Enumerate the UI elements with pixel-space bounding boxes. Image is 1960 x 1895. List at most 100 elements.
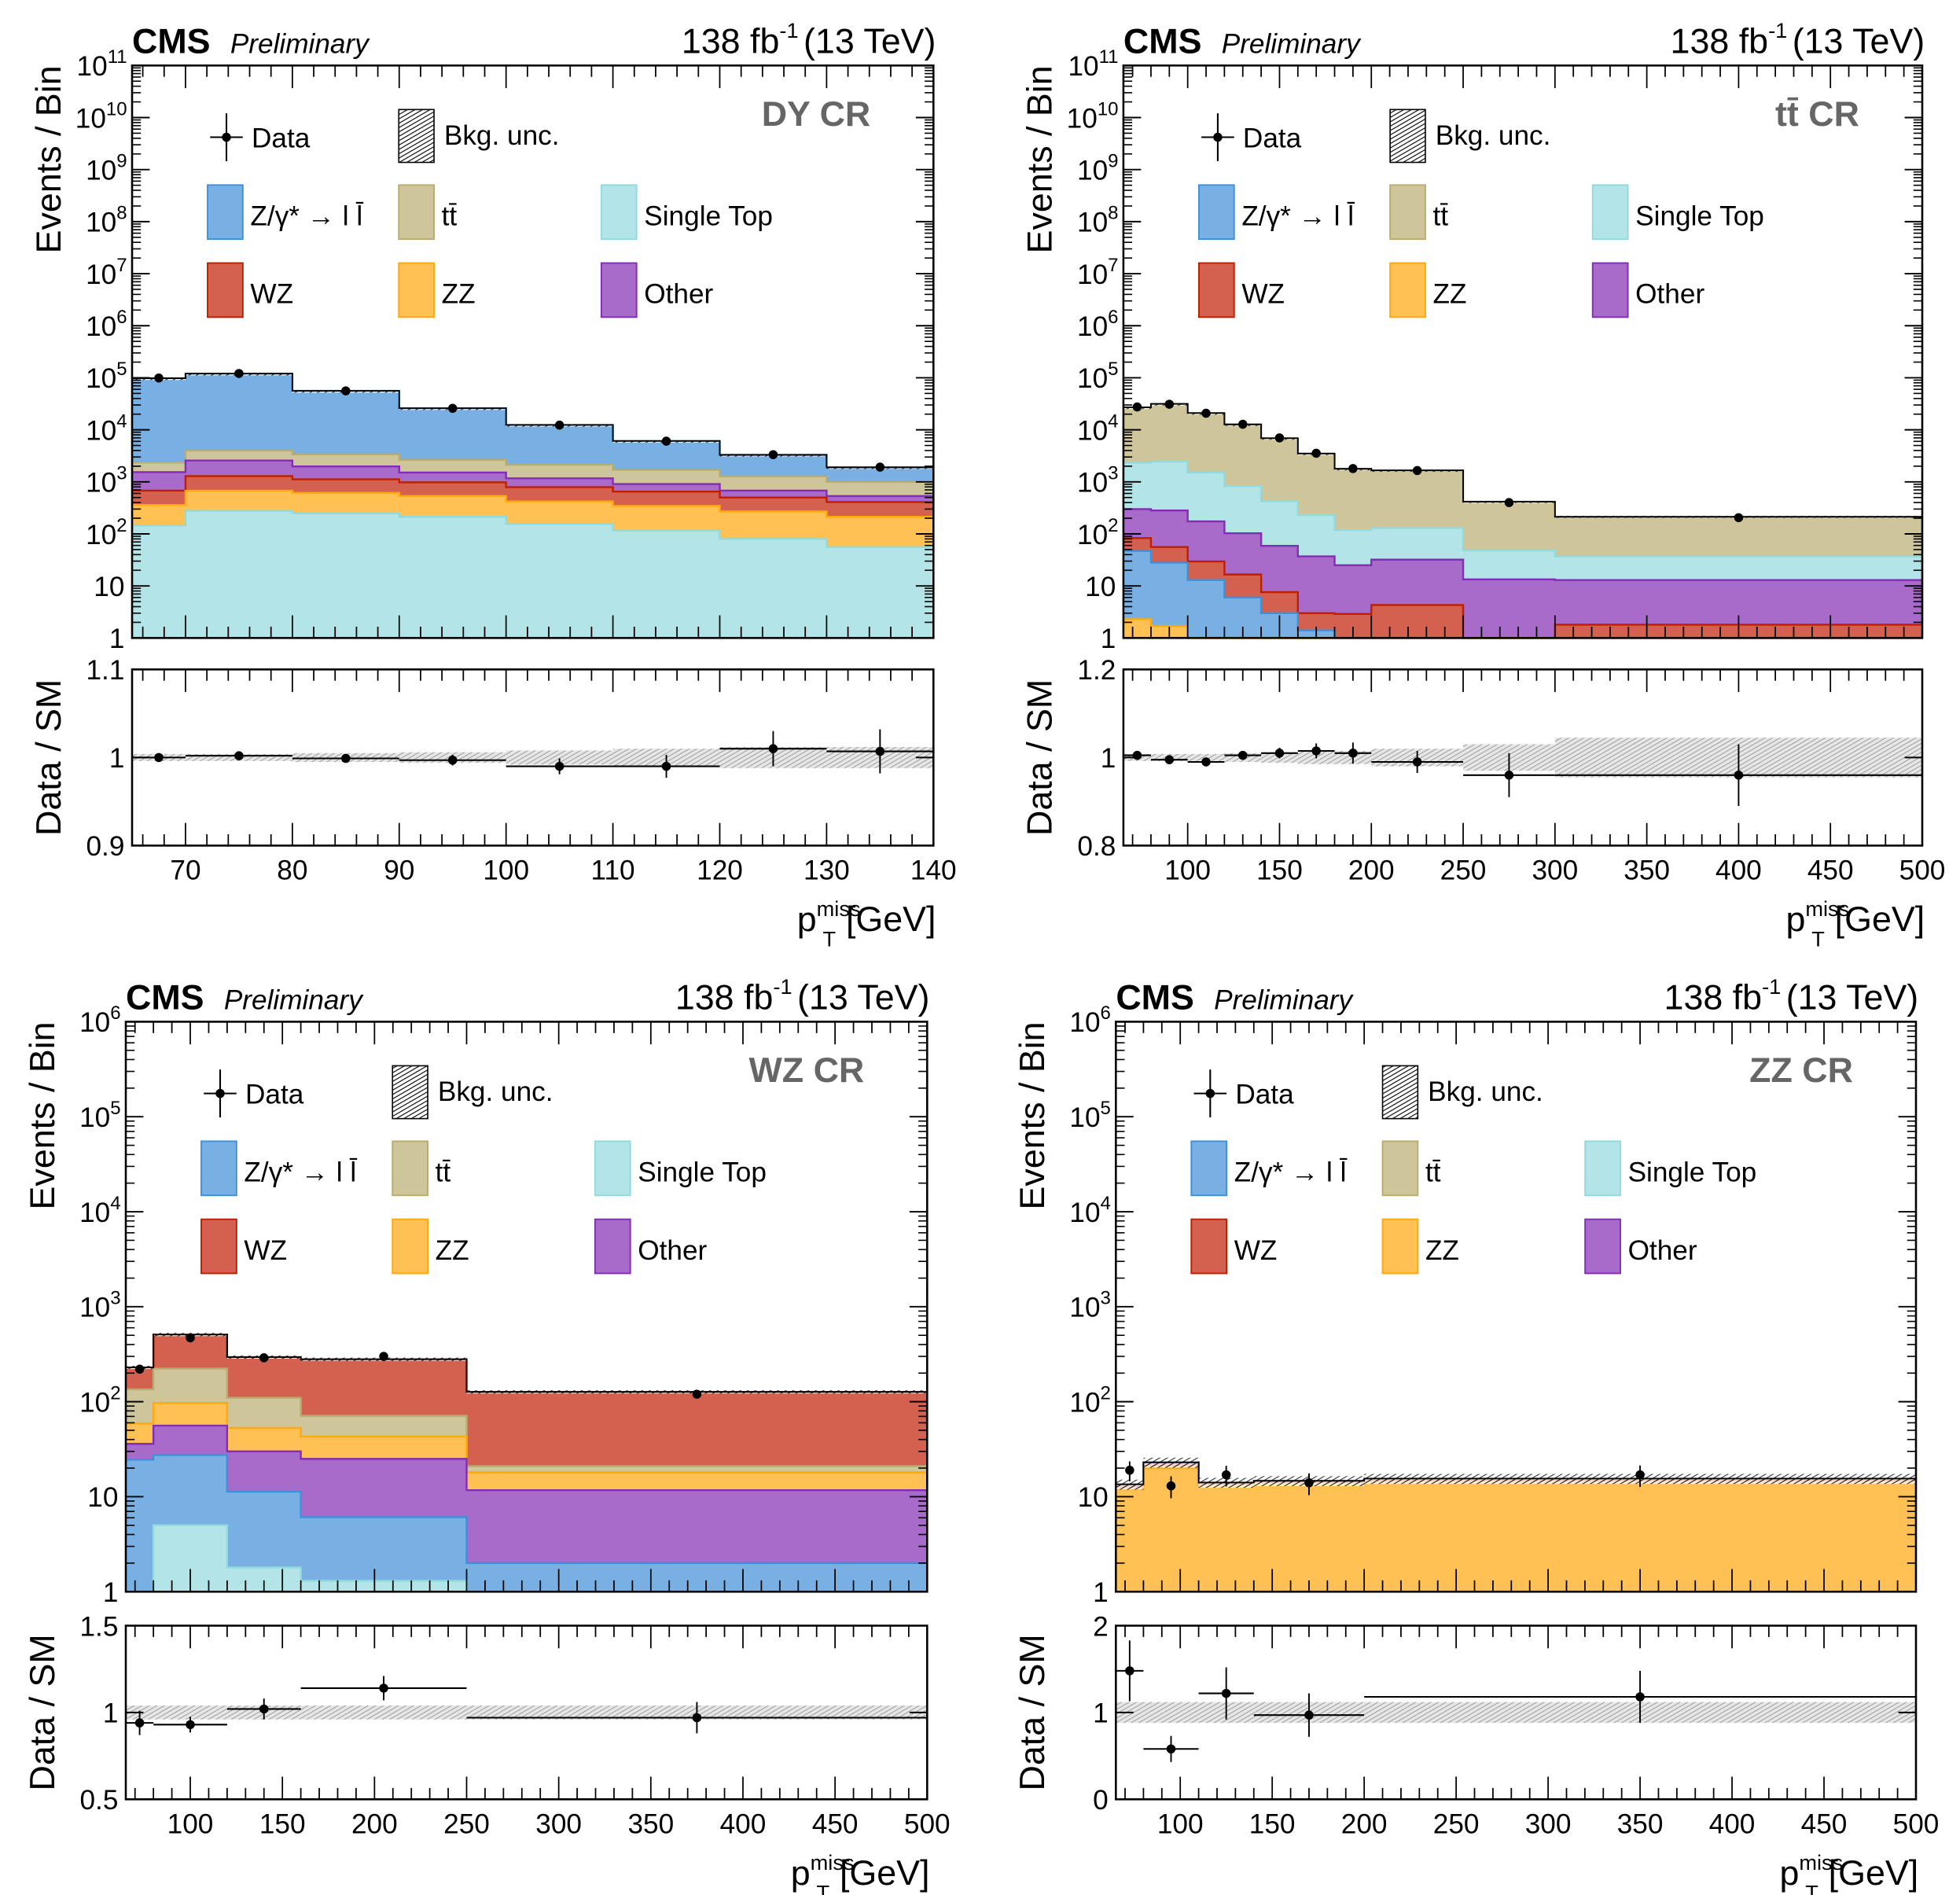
y-axis-title: Events / Bin [29, 65, 68, 253]
y-tick-label: 1011 [77, 46, 127, 82]
x-tick-label: 350 [627, 1809, 674, 1839]
region-label: WZ CR [748, 1051, 864, 1090]
total-bkg-line [1123, 403, 1922, 518]
legend-label-dy: Z/γ* → l l̄ [250, 201, 363, 232]
legend-label-zz: ZZ [1433, 279, 1467, 310]
data-point [1164, 399, 1175, 409]
legend-label-unc: Bkg. unc. [444, 120, 560, 151]
stack-area-st [132, 510, 934, 638]
legend-label-unc: Bkg. unc. [438, 1076, 553, 1107]
data-point [1311, 448, 1321, 458]
legend-label-data: Data [1243, 123, 1302, 153]
legend-swatch-tt [392, 1140, 429, 1197]
data-point [768, 450, 778, 459]
y-tick-label: 102 [79, 1382, 121, 1418]
y-tick-label: 109 [86, 150, 127, 186]
legend-label-zz: ZZ [1425, 1235, 1459, 1266]
y-tick-label: 1 [109, 624, 125, 654]
ratio-y-tick-label: 1 [103, 1698, 119, 1729]
x-title-xlabel_sub: T [823, 926, 837, 951]
lumi-lumi_exp: -1 [779, 18, 798, 42]
ratio-point [875, 746, 885, 756]
ratio-point [1635, 1692, 1645, 1702]
y-tick-label: 104 [1069, 1193, 1111, 1228]
main-plot-frame [1122, 64, 1924, 639]
x-title-xlabel_main: p [1779, 1853, 1799, 1893]
y-tick-label: 108 [86, 203, 127, 238]
legend-swatch-other [594, 1218, 631, 1275]
legend-unc-swatch [1389, 109, 1426, 164]
data-point [1237, 419, 1248, 429]
legend-swatch-wz [207, 262, 244, 318]
y-tick-label: 103 [79, 1288, 121, 1323]
x-tick-label: 100 [1157, 1809, 1204, 1839]
x-tick-label: 200 [1341, 1809, 1388, 1839]
x-tick-label: 300 [1532, 856, 1578, 886]
legend-label-tt: tt̄ [442, 201, 458, 232]
ratio-point [186, 1720, 195, 1730]
y-tick-label: 10 [87, 1482, 118, 1513]
ratio-point [234, 751, 244, 760]
x-tick-label: 450 [1807, 856, 1854, 886]
x-tick-label: 300 [1525, 1809, 1572, 1839]
legend-label-zz: ZZ [442, 279, 476, 310]
y-tick-label: 108 [1077, 203, 1119, 238]
data-point [1348, 464, 1358, 473]
preliminary-label: Preliminary [1214, 984, 1354, 1015]
legend: Data Bkg. unc. Z/γ* → l l̄ tt̄ Single Top WZ Z… [207, 109, 773, 318]
ratio-point [259, 1704, 269, 1714]
legend-swatch-dy [207, 184, 244, 241]
ratio-point [768, 744, 778, 753]
x-tick-label: 500 [1893, 1809, 1940, 1839]
y-tick-label: 1010 [1067, 98, 1119, 134]
ratio-point [1221, 1688, 1231, 1698]
legend-label-other: Other [1628, 1235, 1697, 1266]
x-tick-label: 200 [1348, 856, 1395, 886]
x-title-xlabel_sup: miss [817, 896, 861, 921]
data-point [1221, 1470, 1231, 1480]
lumi-energy: (13 TeV) [1786, 977, 1919, 1017]
x-tick-label: 250 [1440, 856, 1487, 886]
y-tick-label: 103 [1077, 463, 1119, 499]
ratio-y-tick-label: 1.1 [86, 655, 124, 686]
y-tick-label: 106 [79, 1003, 121, 1038]
legend-label-wz: WZ [244, 1235, 287, 1266]
ratio-point [1201, 757, 1211, 767]
x-tick-label: 90 [384, 856, 414, 886]
ratio-point [1348, 749, 1358, 758]
data-point [1734, 513, 1744, 523]
legend-swatch-st [600, 184, 638, 241]
legend-label-st: Single Top [638, 1157, 767, 1188]
y-tick-label: 109 [1077, 150, 1119, 186]
x-title-xlabel_sup: miss [1805, 896, 1849, 921]
data-point [1304, 1478, 1314, 1488]
y-tick-label: 106 [1077, 307, 1119, 342]
x-tick-label: 400 [720, 1809, 767, 1839]
y-tick-label: 104 [86, 410, 127, 446]
x-title-xlabel_main: p [1785, 900, 1805, 939]
x-title-xlabel_sup: miss [1799, 1850, 1843, 1875]
ratio-point [1734, 771, 1744, 780]
ratio-y-tick-label: 2 [1093, 1611, 1109, 1642]
lumi-energy: (13 TeV) [803, 21, 936, 61]
ratio-point [554, 761, 564, 771]
legend-swatch-other [600, 262, 638, 318]
preliminary-label: Preliminary [1222, 28, 1362, 59]
ratio-point [1311, 746, 1321, 756]
ratio-point [134, 1718, 145, 1728]
legend-swatch-wz [1197, 262, 1235, 318]
y-tick-label: 107 [86, 255, 127, 290]
ratio-y-tick-label: 1 [1101, 743, 1116, 774]
data-point [875, 462, 885, 472]
data-point [692, 1389, 702, 1399]
preliminary-label: Preliminary [224, 984, 364, 1015]
ratio-point [1412, 757, 1422, 767]
y-tick-label: 104 [1077, 410, 1119, 446]
ratio-unc-band [506, 750, 613, 765]
data-point [186, 1333, 195, 1343]
legend-label-other: Other [1635, 279, 1704, 310]
y-tick-label: 102 [1077, 515, 1119, 550]
stack-edge-other [132, 459, 934, 497]
